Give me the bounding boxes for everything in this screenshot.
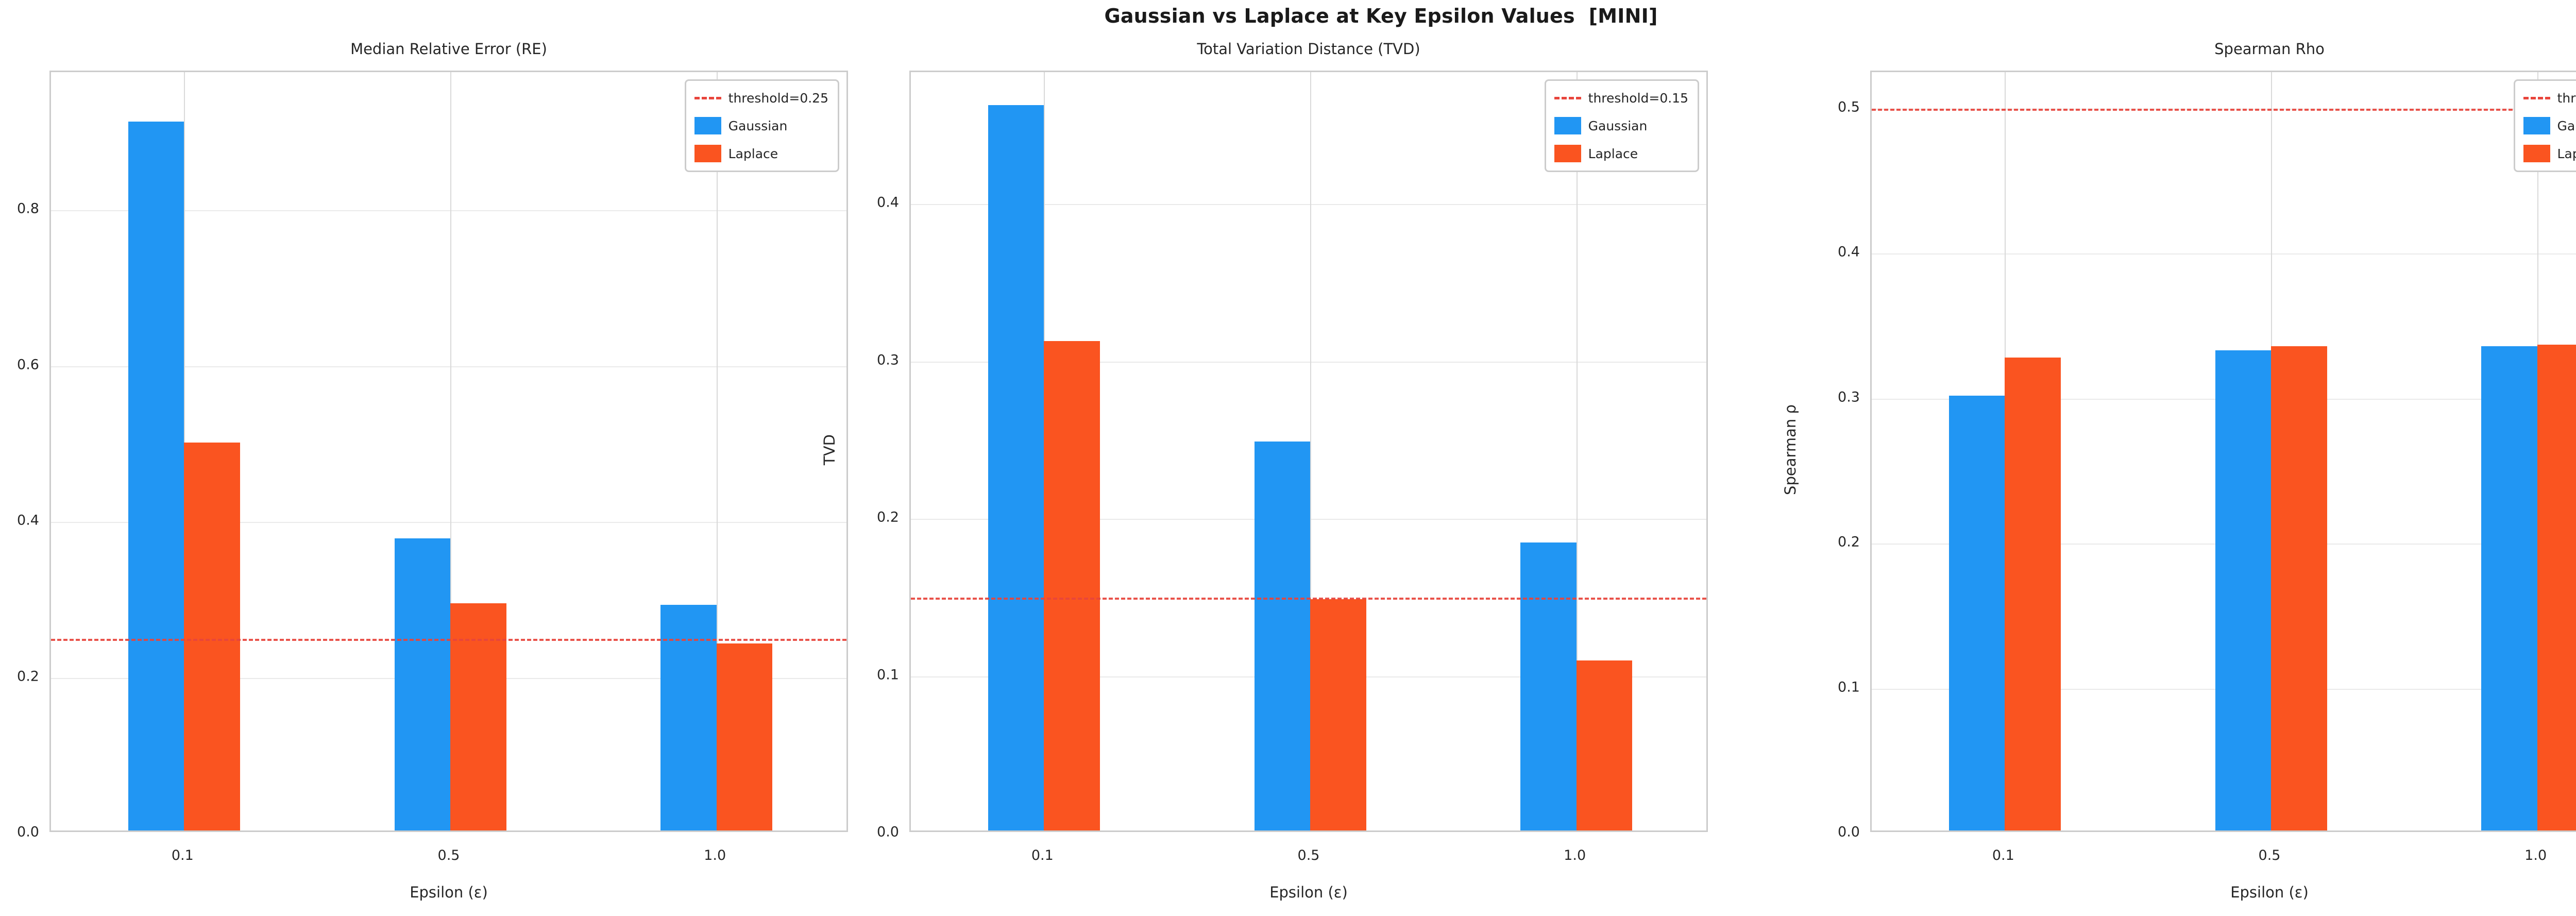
color-swatch-icon xyxy=(2523,145,2550,162)
x-axis-tick-label: 0.1 xyxy=(1031,847,1054,863)
x-axis-label: Epsilon (ε) xyxy=(2230,884,2309,901)
subplot-title: Spearman Rho xyxy=(2214,40,2325,58)
dashed-line-icon xyxy=(2523,96,2550,99)
gridline-horizontal xyxy=(51,522,846,523)
x-axis-tick-label: 1.0 xyxy=(1564,847,1586,863)
bar-laplace-0.1 xyxy=(1044,341,1100,830)
x-axis-label: Epsilon (ε) xyxy=(1269,884,1348,901)
plot-area: threshold=0.25 Gaussian Laplace xyxy=(49,71,848,832)
y-axis-tick-label: 0.4 xyxy=(1838,244,1860,260)
y-axis-tick-label: 0.4 xyxy=(17,512,39,529)
legend-item-laplace[interactable]: Laplace xyxy=(694,144,828,163)
x-axis-tick-label: 0.5 xyxy=(437,847,460,863)
figure-title: Gaussian vs Laplace at Key Epsilon Value… xyxy=(1104,5,1658,27)
threshold-line xyxy=(911,597,1706,600)
gridline-horizontal xyxy=(51,366,846,367)
bar-laplace-1.0 xyxy=(2537,345,2576,830)
y-axis-tick-label: 0.1 xyxy=(877,667,899,683)
y-axis-tick-label: 0.2 xyxy=(877,509,899,525)
bar-gaussian-0.5 xyxy=(2215,350,2271,830)
bar-gaussian-1.0 xyxy=(660,604,717,830)
legend-label: Gaussian xyxy=(1588,118,1648,133)
y-axis-tick-label: 0.4 xyxy=(877,194,899,211)
y-axis-tick-label: 0.3 xyxy=(1838,389,1860,405)
plot-area: threshold=0.5 Gaussian Laplace xyxy=(1870,71,2576,832)
legend[interactable]: threshold=0.5 Gaussian Laplace xyxy=(2513,79,2576,172)
gridline-horizontal xyxy=(51,210,846,212)
plot-area: threshold=0.15 Gaussian Laplace xyxy=(909,71,1708,832)
subplot-title: Median Relative Error (RE) xyxy=(350,40,547,58)
color-swatch-icon xyxy=(1554,117,1581,134)
gridline-vertical xyxy=(450,72,451,830)
legend-label: Gaussian xyxy=(2557,118,2576,133)
y-axis-label: Spearman ρ xyxy=(1782,404,1799,495)
gridline-vertical xyxy=(1310,72,1311,830)
bar-gaussian-1.0 xyxy=(2481,346,2537,830)
x-axis-tick-label: 1.0 xyxy=(704,847,726,863)
x-axis-tick-label: 0.1 xyxy=(171,847,194,863)
x-axis-tick-label: 0.5 xyxy=(1297,847,1320,863)
bar-gaussian-0.1 xyxy=(988,105,1044,830)
y-axis-tick-label: 0.6 xyxy=(17,357,39,373)
y-axis-tick-label: 0.2 xyxy=(17,668,39,685)
legend-item-threshold[interactable]: threshold=0.25 xyxy=(694,88,828,108)
x-axis-tick-label: 0.5 xyxy=(2258,847,2281,863)
gridline-horizontal xyxy=(911,204,1706,205)
legend-label: Laplace xyxy=(1588,146,1638,161)
legend-item-gaussian[interactable]: Gaussian xyxy=(1554,116,1688,135)
bar-laplace-1.0 xyxy=(1576,660,1633,830)
bar-laplace-0.1 xyxy=(184,443,240,830)
legend-label: Laplace xyxy=(728,146,778,161)
x-axis-tick-label: 1.0 xyxy=(2524,847,2547,863)
x-axis-label: Epsilon (ε) xyxy=(410,884,488,901)
legend-label: Gaussian xyxy=(728,118,788,133)
legend-item-threshold[interactable]: threshold=0.15 xyxy=(1554,88,1688,108)
legend-item-laplace[interactable]: Laplace xyxy=(2523,144,2576,163)
legend-item-gaussian[interactable]: Gaussian xyxy=(2523,116,2576,135)
bar-gaussian-0.1 xyxy=(128,122,184,830)
dashed-line-icon xyxy=(1554,96,1581,99)
y-axis-label: TVD xyxy=(821,434,838,465)
y-axis-tick-label: 0.0 xyxy=(877,824,899,840)
gridline-horizontal xyxy=(911,361,1706,363)
threshold-line xyxy=(51,638,846,641)
legend[interactable]: threshold=0.25 Gaussian Laplace xyxy=(684,79,839,172)
y-axis-tick-label: 0.2 xyxy=(1838,534,1860,550)
legend-item-laplace[interactable]: Laplace xyxy=(1554,144,1688,163)
bar-gaussian-0.1 xyxy=(1948,395,2005,830)
bar-gaussian-0.5 xyxy=(394,538,450,830)
y-axis-tick-label: 0.1 xyxy=(1838,679,1860,696)
bar-gaussian-1.0 xyxy=(1520,542,1577,830)
y-axis-tick-label: 0.3 xyxy=(877,352,899,368)
legend-label: Laplace xyxy=(2557,146,2576,161)
y-axis-tick-label: 0.0 xyxy=(17,824,39,840)
y-axis-tick-label: 0.0 xyxy=(1838,824,1860,840)
y-axis-tick-label: 0.8 xyxy=(17,200,39,217)
bar-laplace-0.5 xyxy=(2271,346,2327,830)
legend-item-threshold[interactable]: threshold=0.5 xyxy=(2523,88,2576,108)
bar-laplace-0.1 xyxy=(2005,358,2061,830)
gridline-horizontal xyxy=(1872,253,2576,255)
color-swatch-icon xyxy=(694,145,721,162)
legend[interactable]: threshold=0.15 Gaussian Laplace xyxy=(1544,79,1699,172)
y-axis-tick-label: 0.5 xyxy=(1838,99,1860,115)
threshold-line xyxy=(1872,108,2576,111)
legend-label: threshold=0.25 xyxy=(728,90,828,106)
bar-laplace-0.5 xyxy=(1310,599,1366,830)
color-swatch-icon xyxy=(694,117,721,134)
subplot-title: Total Variation Distance (TVD) xyxy=(1197,40,1420,58)
dashed-line-icon xyxy=(694,96,721,99)
legend-item-gaussian[interactable]: Gaussian xyxy=(694,116,828,135)
bar-laplace-1.0 xyxy=(716,643,773,830)
color-swatch-icon xyxy=(1554,145,1581,162)
legend-label: threshold=0.15 xyxy=(1588,90,1688,106)
color-swatch-icon xyxy=(2523,117,2550,134)
gridline-vertical xyxy=(1576,72,1578,830)
legend-label: threshold=0.5 xyxy=(2557,90,2576,106)
gridline-vertical xyxy=(716,72,718,830)
bar-gaussian-0.5 xyxy=(1254,442,1310,830)
x-axis-tick-label: 0.1 xyxy=(1992,847,2014,863)
bar-laplace-0.5 xyxy=(450,603,506,830)
